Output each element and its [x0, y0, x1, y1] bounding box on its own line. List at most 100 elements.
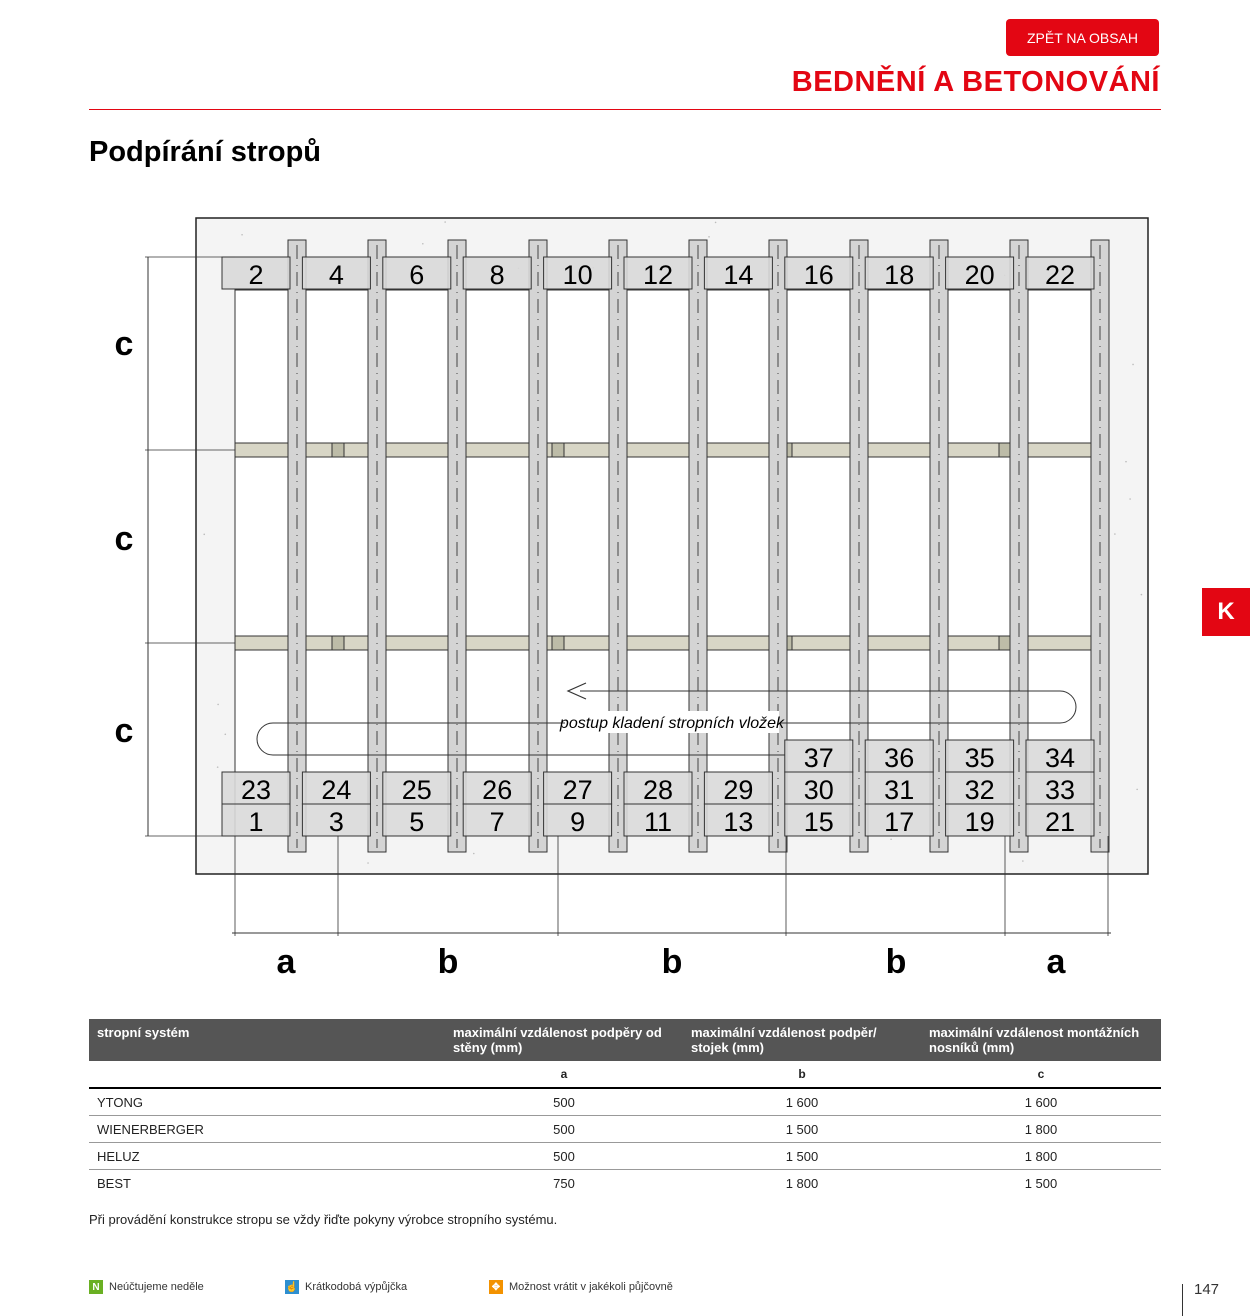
insert-number: 23: [241, 775, 271, 805]
table-subheader-row: a b c: [89, 1061, 1161, 1088]
table-row: YTONG 500 1 600 1 600: [89, 1088, 1161, 1116]
arrows-icon: ✥: [489, 1280, 503, 1294]
insert-number: 17: [884, 807, 914, 837]
insert-number: 25: [402, 775, 432, 805]
cell: [89, 1061, 445, 1088]
table-row: WIENERBERGER 500 1 500 1 800: [89, 1116, 1161, 1143]
cell: b: [683, 1061, 921, 1088]
insert-number: 24: [321, 775, 351, 805]
mounting-beam: [235, 443, 1108, 457]
cell: 500: [445, 1116, 683, 1143]
no-sunday-charge-icon: N: [89, 1280, 103, 1294]
insert-number: 4: [329, 260, 344, 290]
col-header: stropní systém: [89, 1019, 445, 1061]
insert-number: 36: [884, 743, 914, 773]
beam-clamp: [332, 636, 344, 650]
table-row: BEST 750 1 800 1 500: [89, 1170, 1161, 1197]
col-header: maximální vzdálenost montážních nosníků …: [921, 1019, 1161, 1061]
concrete-speck: [1022, 860, 1024, 862]
cell: a: [445, 1061, 683, 1088]
insert-number: 7: [490, 807, 505, 837]
concrete-speck: [715, 222, 717, 224]
insert-number: 20: [965, 260, 995, 290]
insert-number: 32: [965, 775, 995, 805]
spacing-table: stropní systém maximální vzdálenost podp…: [89, 1019, 1161, 1196]
legend-label: Možnost vrátit v jakékoli půjčovně: [509, 1281, 673, 1293]
cell: 1 800: [921, 1143, 1161, 1170]
insert-number: 30: [804, 775, 834, 805]
insert-number: 13: [723, 807, 753, 837]
legend-item: ✥ Možnost vrátit v jakékoli půjčovně: [489, 1280, 673, 1294]
insert-number: 31: [884, 775, 914, 805]
cell: 500: [445, 1143, 683, 1170]
insert-number: 16: [804, 260, 834, 290]
concrete-speck: [422, 243, 424, 245]
beam-clamp: [999, 636, 1011, 650]
hand-icon: ☝: [285, 1280, 299, 1294]
table-header-row: stropní systém maximální vzdálenost podp…: [89, 1019, 1161, 1061]
concrete-speck: [890, 838, 892, 840]
insert-number: 28: [643, 775, 673, 805]
concrete-speck: [1132, 364, 1134, 366]
insert-number: 19: [965, 807, 995, 837]
cell: HELUZ: [89, 1143, 445, 1170]
dimension-label: a: [1047, 943, 1067, 981]
cell: 1 500: [683, 1116, 921, 1143]
insert-number: 27: [563, 775, 593, 805]
page-number-divider: [1182, 1284, 1183, 1316]
insert-number: 9: [570, 807, 585, 837]
insert-number: 5: [409, 807, 424, 837]
concrete-speck: [203, 534, 205, 536]
cell: YTONG: [89, 1088, 445, 1116]
concrete-speck: [473, 853, 475, 855]
insert-number: 29: [723, 775, 753, 805]
insert-number: 18: [884, 260, 914, 290]
insert-number: 8: [490, 260, 505, 290]
beam-clamp: [332, 443, 344, 457]
table-row: HELUZ 500 1 500 1 800: [89, 1143, 1161, 1170]
dimension-label: b: [438, 943, 459, 981]
insert-number: 22: [1045, 260, 1075, 290]
cell: 1 500: [683, 1143, 921, 1170]
cell: 1 600: [921, 1088, 1161, 1116]
dimension-label-c: c: [115, 520, 134, 558]
concrete-speck: [1129, 498, 1131, 500]
concrete-speck: [224, 733, 226, 735]
concrete-speck: [1125, 461, 1127, 463]
dimension-label-c: c: [115, 325, 134, 363]
cell: 750: [445, 1170, 683, 1197]
mounting-beam: [235, 636, 1108, 650]
cell: BEST: [89, 1170, 445, 1197]
cell: c: [921, 1061, 1161, 1088]
concrete-speck: [241, 234, 243, 236]
concrete-speck: [1114, 533, 1116, 535]
legend-item: ☝ Krátkodobá výpůjčka: [285, 1280, 407, 1294]
insert-number: 2: [248, 260, 263, 290]
beam-clamp: [552, 636, 564, 650]
ceiling-support-diagram: 2 4 6 8 10 12 14 16 18 20 2237 36 35 3423 24 25 26 27 28 29…: [0, 0, 1250, 1000]
insert-number: 37: [804, 743, 834, 773]
dimension-label: b: [886, 943, 907, 981]
concrete-speck: [1141, 594, 1143, 596]
page-number: 147: [1194, 1281, 1219, 1298]
insert-number: 3: [329, 807, 344, 837]
insert-number: 14: [723, 260, 753, 290]
beam-clamp: [552, 443, 564, 457]
cell: 1 600: [683, 1088, 921, 1116]
insert-number: 1: [248, 807, 263, 837]
insert-number: 11: [644, 807, 672, 837]
col-header: maximální vzdálenost podpěr/ stojek (mm): [683, 1019, 921, 1061]
cell: WIENERBERGER: [89, 1116, 445, 1143]
concrete-speck: [1136, 789, 1138, 791]
legend-label: Krátkodobá výpůjčka: [305, 1281, 407, 1293]
concrete-speck: [708, 236, 710, 238]
cell: 1 800: [921, 1116, 1161, 1143]
laying-direction-label: postup kladení stropních vložek: [559, 715, 785, 732]
cell: 1 500: [921, 1170, 1161, 1197]
dimension-label-c: c: [115, 712, 134, 750]
col-header: maximální vzdálenost podpěry od stěny (m…: [445, 1019, 683, 1061]
insert-number: 34: [1045, 743, 1075, 773]
legend-label: Neúčtujeme neděle: [109, 1281, 204, 1293]
dimension-label: b: [662, 943, 683, 981]
